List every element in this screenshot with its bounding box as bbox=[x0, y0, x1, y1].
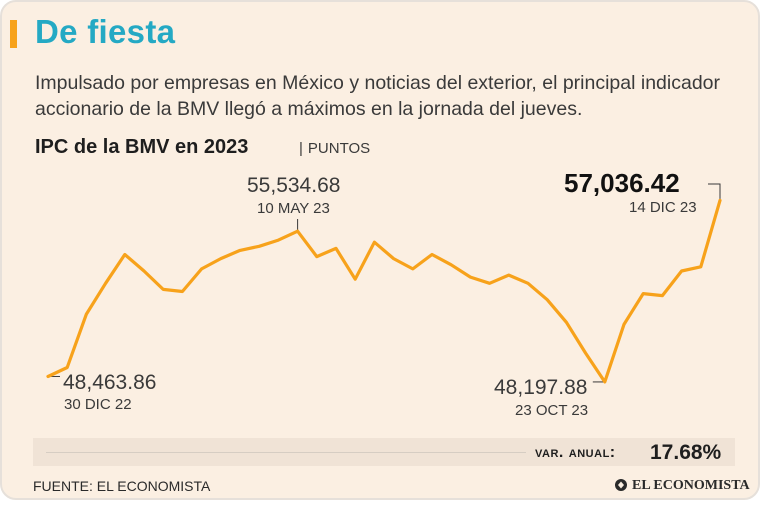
variation-track bbox=[46, 452, 526, 453]
ipc-series-line bbox=[46, 198, 722, 384]
chart-unit: | PUNTOS bbox=[299, 140, 371, 157]
max-date-label: 14 DIC 23 bbox=[629, 199, 697, 216]
chart-unit-label: PUNTOS bbox=[307, 140, 371, 157]
start-value-label: 48,463.86 bbox=[63, 371, 157, 394]
max-value-label: 57,036.42 bbox=[564, 168, 680, 198]
may-value-label: 55,534.68 bbox=[247, 174, 341, 197]
brand-logo: EL ECONOMISTA bbox=[632, 478, 750, 493]
headline: De fiesta bbox=[35, 13, 176, 50]
max-leader bbox=[708, 183, 721, 201]
min-date-label: 23 OCT 23 bbox=[515, 402, 589, 419]
annotation-leaders bbox=[48, 183, 721, 383]
chart-title: IPC de la BMV en 2023 bbox=[35, 136, 249, 158]
source-label: FUENTE: EL ECONOMISTA bbox=[33, 478, 211, 494]
may-date-label: 10 MAY 23 bbox=[257, 200, 330, 217]
variation-value: 17.68% bbox=[650, 441, 722, 464]
infographic-card: De fiesta Impulsado por empresas en Méxi… bbox=[0, 0, 760, 500]
min-value-label: 48,197.88 bbox=[494, 376, 588, 399]
start-date-label: 30 DIC 22 bbox=[64, 396, 132, 413]
accent-bar bbox=[10, 20, 17, 48]
brand-logo-icon bbox=[615, 479, 627, 491]
variation-label: var. anual: bbox=[535, 444, 616, 461]
subtitle: Impulsado por empresas en México y notic… bbox=[35, 72, 721, 120]
